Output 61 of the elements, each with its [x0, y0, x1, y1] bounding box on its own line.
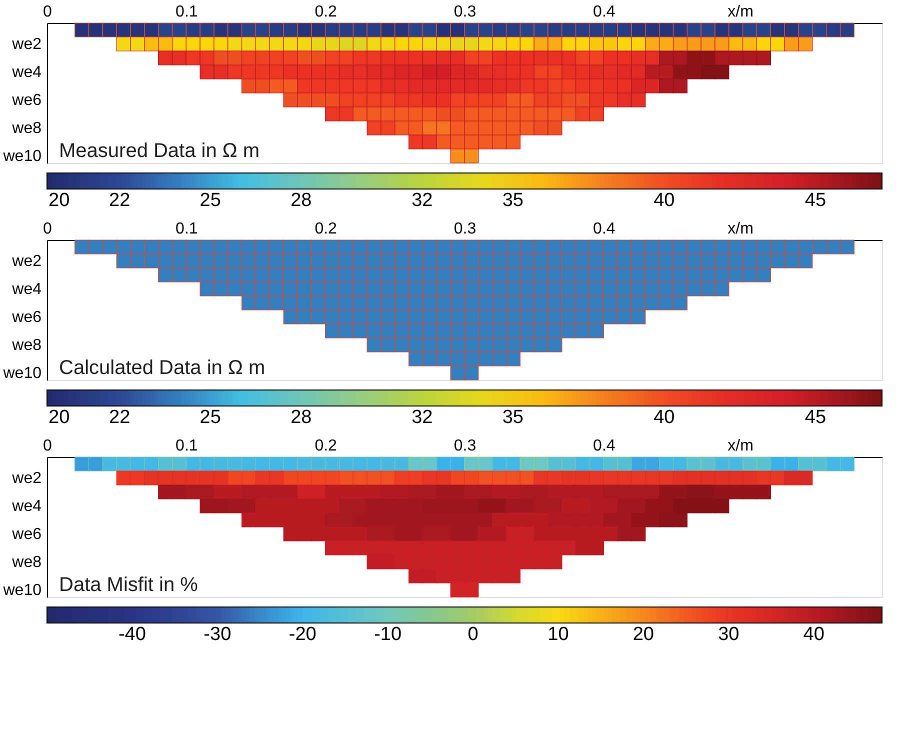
- y-tick-label: we8: [11, 337, 42, 354]
- color-bar-label: 32: [412, 190, 433, 211]
- x-tick-label: 0.3: [454, 438, 476, 454]
- x-tick-label: 0.4: [593, 4, 616, 20]
- color-bar-label: -40: [118, 624, 146, 645]
- color-bar-label: 22: [109, 190, 130, 211]
- color-bar-label: 20: [48, 190, 70, 211]
- y-tick-label: we4: [11, 281, 42, 298]
- x-tick-label: 0.4: [593, 438, 616, 454]
- x-tick-label: 0.3: [454, 4, 476, 20]
- y-tick-label: we6: [11, 92, 42, 109]
- color-bar-label: 25: [200, 407, 221, 428]
- color-bar-label: 25: [200, 190, 221, 211]
- color-bar-label: 35: [502, 407, 524, 428]
- x-tick-label: 0.1: [176, 438, 198, 454]
- y-tick-label: we2: [11, 470, 42, 487]
- y-tick-label: we6: [11, 309, 42, 326]
- color-bar-label: 0: [468, 624, 478, 645]
- color-bar-label: 45: [804, 190, 826, 211]
- annotation: Measured Data in Ω m: [59, 140, 260, 162]
- color-bar-label: 28: [290, 407, 312, 428]
- y-tick-label: we2: [11, 36, 42, 53]
- x-tick-label: 0.2: [314, 4, 338, 20]
- y-tick-label: we10: [2, 582, 42, 599]
- y-tick-label: we2: [11, 253, 42, 270]
- x-axis-title: x/m: [728, 4, 754, 20]
- x-tick-label: 0.2: [314, 220, 338, 238]
- color-bar-label: 30: [718, 624, 740, 645]
- color-bar-label: 10: [548, 624, 569, 645]
- color-bar-label: 35: [502, 190, 524, 211]
- color-bar-label: 20: [48, 407, 70, 428]
- x-tick-label: 0.4: [593, 220, 616, 238]
- y-tick-label: we10: [2, 148, 42, 165]
- x-tick-label: 0.2: [314, 438, 338, 454]
- x-axis-title: x/m: [728, 438, 754, 454]
- annotation: Data Misfit in %: [59, 574, 198, 596]
- x-tick-label: 0: [43, 438, 52, 454]
- color-bar-label: 22: [109, 407, 130, 428]
- x-tick-label: 0.1: [176, 220, 198, 238]
- color-bar-label: -30: [204, 624, 232, 645]
- y-tick-label: we4: [11, 498, 42, 515]
- color-bar-label: -20: [288, 624, 316, 645]
- color-bar-label: 40: [803, 624, 824, 645]
- y-tick-label: we4: [11, 64, 42, 81]
- y-tick-label: we8: [11, 554, 42, 571]
- y-tick-label: we10: [2, 365, 42, 382]
- x-tick-label: 0.3: [454, 220, 476, 238]
- x-tick-label: 0.1: [176, 4, 198, 20]
- color-bar-label: 40: [654, 407, 675, 428]
- color-bar-label: 20: [632, 624, 654, 645]
- color-bar-label: -10: [374, 624, 402, 645]
- annotation: Calculated Data in Ω m: [59, 357, 266, 379]
- x-tick-label: 0: [43, 4, 52, 20]
- y-tick-label: we6: [11, 526, 42, 543]
- y-tick-label: we8: [11, 120, 42, 137]
- color-bar-label: 28: [290, 190, 312, 211]
- color-bar-label: 40: [654, 190, 675, 211]
- color-bar-label: 45: [804, 407, 826, 428]
- x-axis-title: x/m: [728, 220, 754, 238]
- x-tick-label: 0: [43, 220, 52, 238]
- color-bar-label: 32: [412, 407, 433, 428]
